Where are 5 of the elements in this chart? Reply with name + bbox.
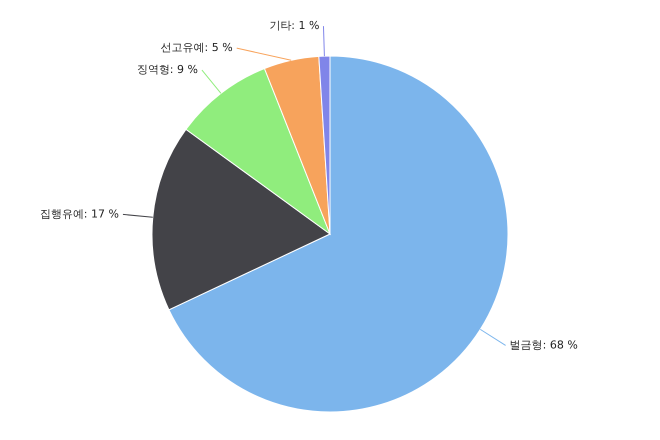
slice-label: 선고유예: 5 % bbox=[160, 41, 233, 54]
slice-label: 징역형: 9 % bbox=[136, 63, 198, 76]
slice-label: 기타: 1 % bbox=[269, 19, 320, 32]
slice-label: 집행유예: 17 % bbox=[40, 207, 119, 220]
slice-label: 벌금형: 68 % bbox=[510, 338, 578, 352]
